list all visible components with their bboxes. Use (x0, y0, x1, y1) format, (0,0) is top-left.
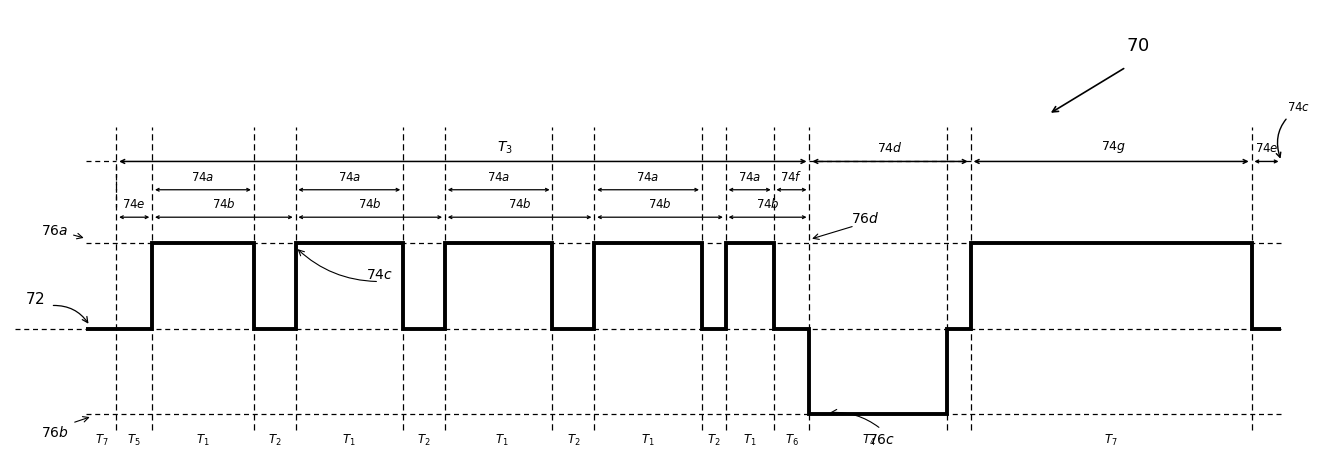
Text: $\mathit{76d}$: $\mathit{76d}$ (851, 211, 879, 226)
Text: $\it{T}_{2}$: $\it{T}_{2}$ (268, 433, 281, 448)
Text: $\mathit{74d}$: $\mathit{74d}$ (876, 140, 903, 155)
Text: $\it{74a}$: $\it{74a}$ (488, 171, 510, 184)
Text: $\mathit{76a}$: $\mathit{76a}$ (41, 224, 68, 238)
Text: $\it{74a}$: $\it{74a}$ (192, 171, 214, 184)
Text: $\it{T}_{1}$: $\it{T}_{1}$ (342, 433, 356, 448)
Text: $\it{74a}$: $\it{74a}$ (637, 171, 659, 184)
Text: $\it{T}_{2}$: $\it{T}_{2}$ (566, 433, 581, 448)
Text: $\it{74a}$: $\it{74a}$ (738, 171, 762, 184)
Text: $\it{T}_{7}$: $\it{T}_{7}$ (95, 433, 108, 448)
Text: $\mathit{76c}$: $\mathit{76c}$ (867, 433, 895, 447)
Text: $\mathit{74c}$: $\mathit{74c}$ (366, 268, 393, 281)
Text: $\it{T}_{7}$: $\it{T}_{7}$ (1104, 433, 1118, 448)
Text: $\it{74f}$: $\it{74f}$ (781, 170, 803, 184)
Text: $\it{T}_{1}$: $\it{T}_{1}$ (743, 433, 757, 448)
Text: $\it{74b}$: $\it{74b}$ (358, 197, 382, 211)
Text: $\mathit{74e}$: $\mathit{74e}$ (1255, 141, 1279, 155)
Text: $\it{T}_{2}$: $\it{T}_{2}$ (417, 433, 430, 448)
Text: $\mathit{74c}$: $\mathit{74c}$ (1276, 101, 1311, 158)
Text: $\mathit{76b}$: $\mathit{76b}$ (41, 425, 68, 440)
Text: $\mathit{72}$: $\mathit{72}$ (25, 291, 44, 307)
Text: $\it{74b}$: $\it{74b}$ (212, 197, 236, 211)
Text: $\mathit{T_3}$: $\mathit{T_3}$ (497, 140, 513, 156)
Text: $\it{T}_{4}$: $\it{T}_{4}$ (862, 433, 876, 448)
Text: $\it{T}_{6}$: $\it{T}_{6}$ (785, 433, 798, 448)
Text: $\it{74a}$: $\it{74a}$ (337, 171, 361, 184)
Text: $\it{T}_{2}$: $\it{T}_{2}$ (707, 433, 721, 448)
Text: $\it{T}_{1}$: $\it{T}_{1}$ (496, 433, 509, 448)
Text: $\it{T}_{5}$: $\it{T}_{5}$ (128, 433, 141, 448)
Text: $\it{T}_{1}$: $\it{T}_{1}$ (196, 433, 209, 448)
Text: $\it{74b}$: $\it{74b}$ (649, 197, 671, 211)
Text: $\it{74b}$: $\it{74b}$ (755, 197, 779, 211)
Text: $\mathit{74g}$: $\mathit{74g}$ (1102, 139, 1127, 155)
Text: $\it{74b}$: $\it{74b}$ (507, 197, 531, 211)
Text: $\it{T}_{1}$: $\it{T}_{1}$ (641, 433, 655, 448)
Text: $\mathit{70}$: $\mathit{70}$ (1127, 37, 1150, 55)
Text: $\it{74e}$: $\it{74e}$ (123, 198, 147, 211)
